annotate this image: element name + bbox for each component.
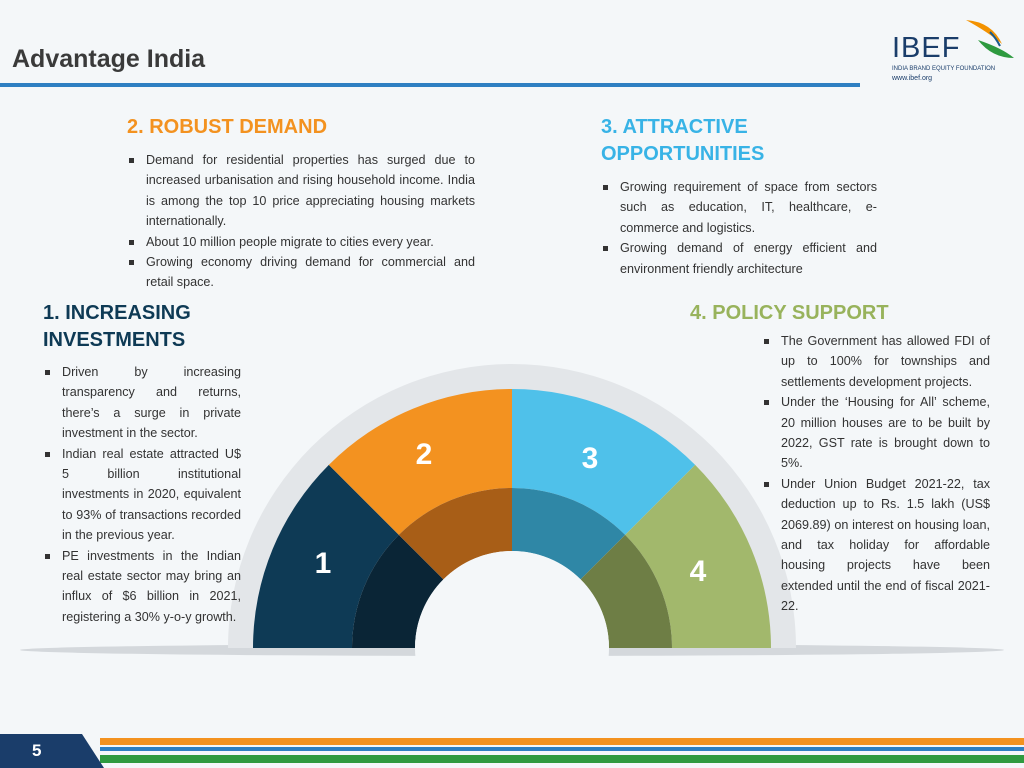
logo-name: IBEF <box>892 32 961 64</box>
bullet-list: Demand for residential properties has su… <box>127 150 475 293</box>
gauge-segment <box>625 464 771 648</box>
bullet: Demand for residential properties has su… <box>127 150 475 232</box>
section-heading: 4. POLICY SUPPORT <box>690 302 889 324</box>
section-4-heading-wrap: 4. POLICY SUPPORT <box>690 300 990 327</box>
gauge-label: 4 <box>690 555 707 588</box>
bullet: Growing requirement of space from sector… <box>601 177 877 238</box>
logo-url: www.ibef.org <box>892 75 933 82</box>
bullet: Growing economy driving demand for comme… <box>127 252 475 293</box>
bullet: PE investments in the Indian real estate… <box>43 546 241 628</box>
bullet-list: Growing requirement of space from sector… <box>601 177 877 279</box>
gauge-segment-inner <box>398 488 512 580</box>
section-heading: 1. INCREASING INVESTMENTS <box>43 302 191 351</box>
gauge-segment <box>253 464 399 648</box>
slide-title: Advantage India <box>12 45 206 73</box>
bullet: The Government has allowed FDI of up to … <box>762 331 990 392</box>
gauge-segment <box>512 389 696 535</box>
gauge-segment <box>328 389 512 535</box>
section-3: 3. ATTRACTIVE OPPORTUNITIES Growing requ… <box>601 114 877 279</box>
section-heading: 3. ATTRACTIVE OPPORTUNITIES <box>601 116 765 165</box>
bullet: About 10 million people migrate to citie… <box>127 232 475 252</box>
bullet: Under Union Budget 2021-22, tax deductio… <box>762 474 990 617</box>
bullet: Indian real estate attracted U$ 5 billio… <box>43 444 241 546</box>
section-1: 1. INCREASING INVESTMENTS Driven by incr… <box>43 300 241 627</box>
bullet: Growing demand of energy efficient and e… <box>601 238 877 279</box>
title-rule <box>0 83 860 87</box>
footer-blue <box>100 747 1024 751</box>
footer-orange <box>100 738 1024 745</box>
gauge-segment-inner <box>580 534 672 648</box>
gauge-label: 3 <box>582 442 599 475</box>
section-heading: 2. ROBUST DEMAND <box>127 116 328 138</box>
page-tab <box>0 734 104 768</box>
gauge-segment-inner <box>352 534 444 648</box>
logo-art <box>966 20 1014 58</box>
logo-subtitle: INDIA BRAND EQUITY FOUNDATION <box>892 66 996 72</box>
logo: IBEF INDIA BRAND EQUITY FOUNDATION www.i… <box>892 18 1022 82</box>
gauge-hole <box>415 551 609 745</box>
gauge-segment-inner <box>512 488 626 580</box>
page-number: 5 <box>32 741 42 760</box>
bullet-list: Driven by increasing transparency and re… <box>43 362 241 627</box>
bullet: Under the ‘Housing for All’ scheme, 20 m… <box>762 392 990 474</box>
gauge-label: 2 <box>416 438 433 471</box>
section-2: 2. ROBUST DEMAND Demand for residential … <box>127 114 475 293</box>
gauge-label: 1 <box>315 547 332 580</box>
bullet: Driven by increasing transparency and re… <box>43 362 241 444</box>
bullet-list: The Government has allowed FDI of up to … <box>762 331 990 617</box>
footer-green <box>100 755 1024 763</box>
